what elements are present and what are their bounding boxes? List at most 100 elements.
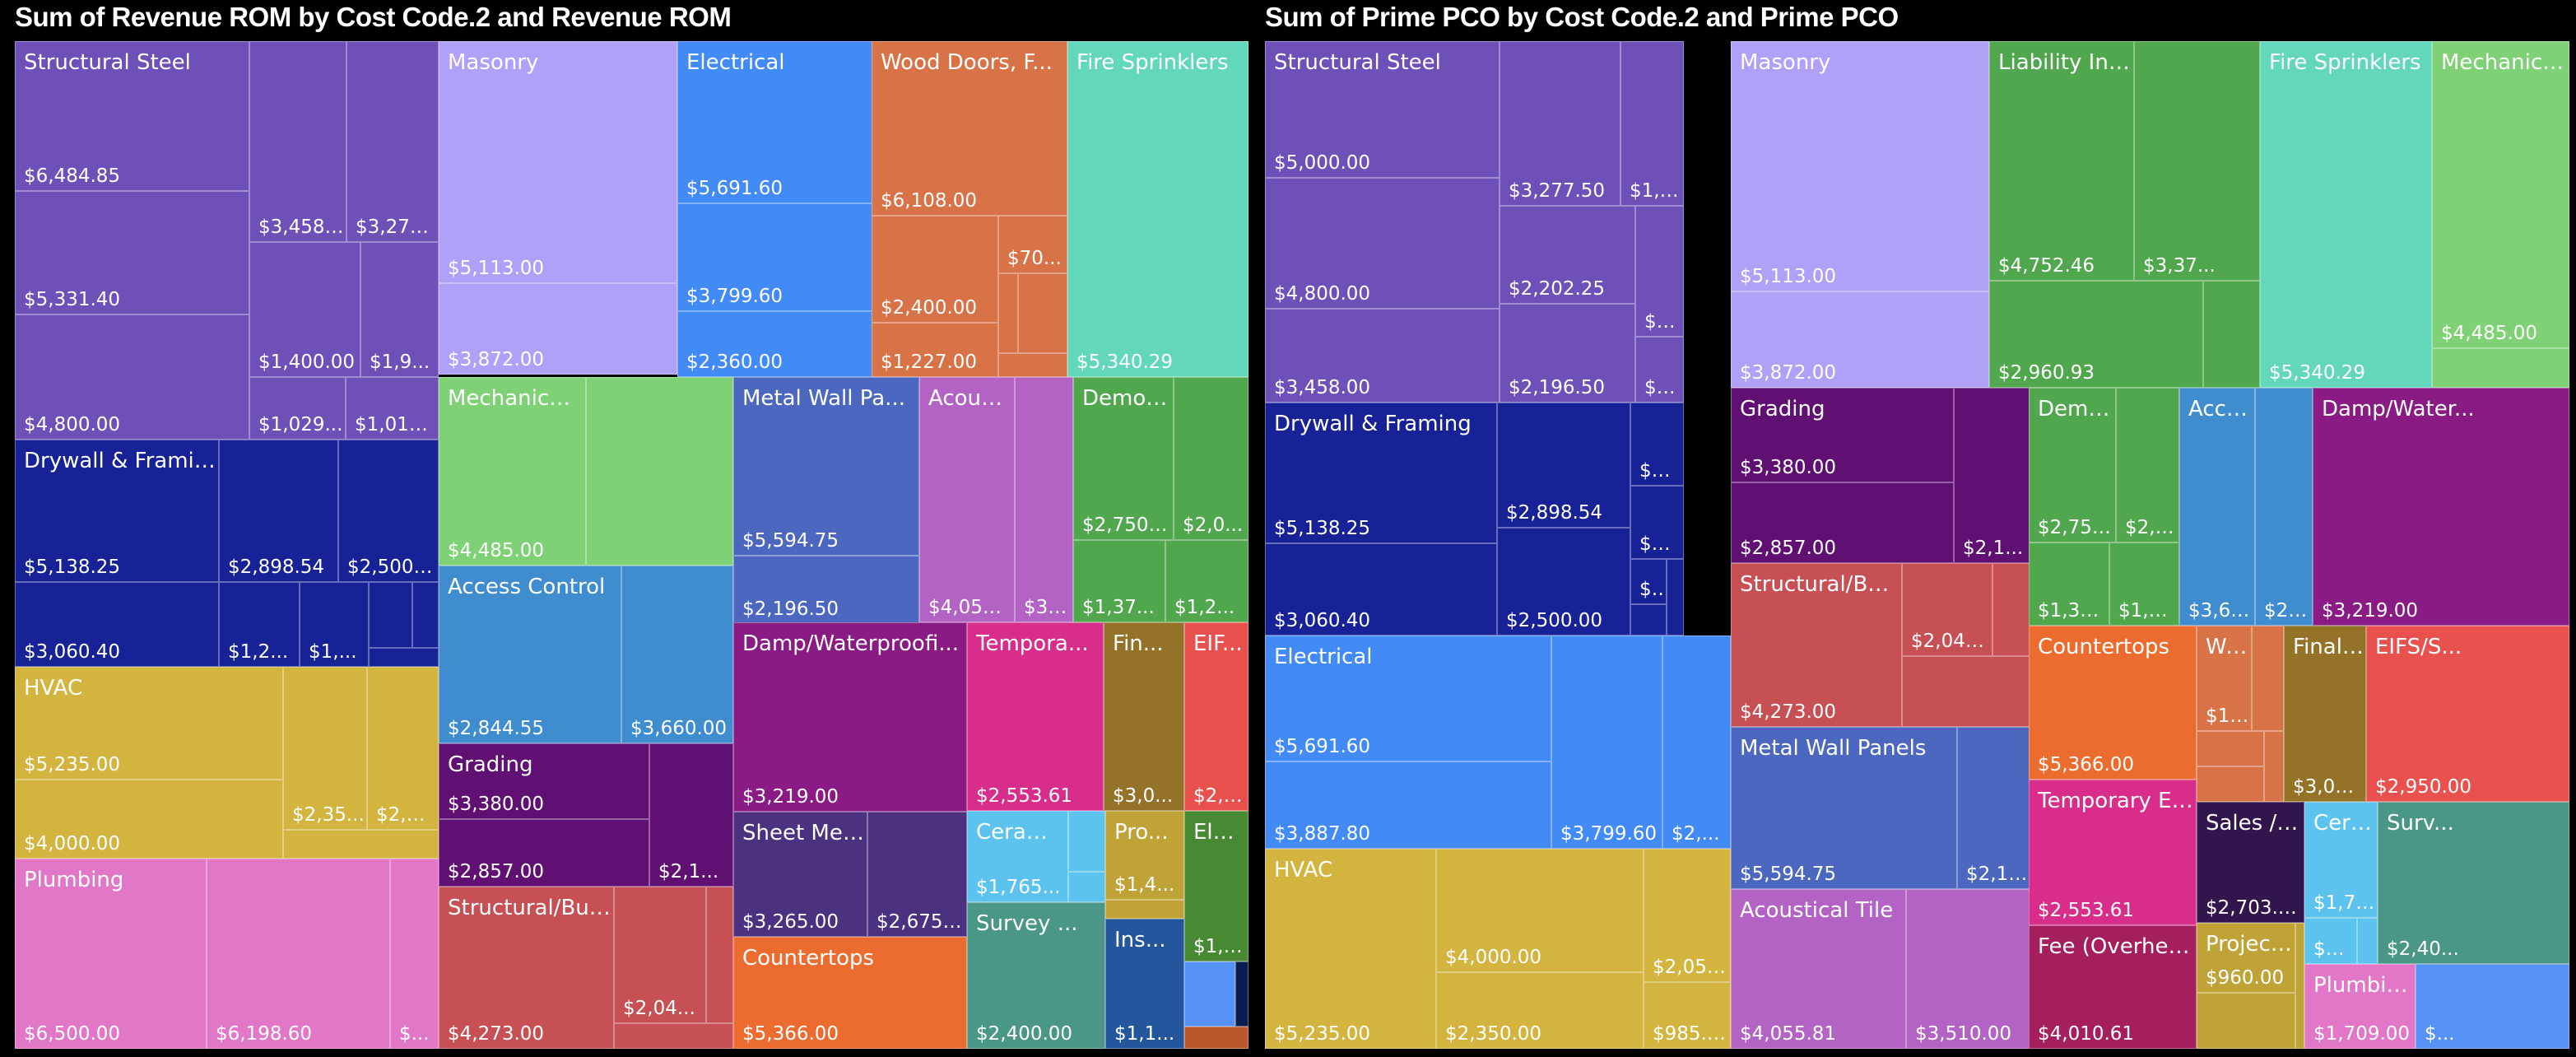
treemap-cell[interactable]: Demolition $2,750.00 [2029, 388, 2116, 542]
treemap-cell[interactable]: $3,5... [1015, 377, 1073, 622]
treemap-cell[interactable]: Surv... $2,40... [2378, 802, 2569, 964]
treemap-cell[interactable]: Structural/Building Concr... $4,273.00 [1731, 563, 1902, 727]
treemap-cell[interactable] [1068, 872, 1105, 902]
treemap-cell[interactable] [1235, 962, 1248, 1027]
treemap-cell[interactable]: $985.00 [1644, 982, 1731, 1049]
treemap-cell[interactable]: $2,350.00 [1436, 972, 1644, 1049]
treemap-cell[interactable]: Grading $3,380.00 [1731, 388, 1954, 482]
treemap-cell[interactable]: Final ... $3,000.00 [2284, 626, 2366, 802]
treemap-cell[interactable] [1184, 1027, 1248, 1049]
treemap-cell[interactable]: Sheet Metal Roofing $3,265.00 [733, 812, 867, 937]
treemap-cell[interactable] [369, 648, 439, 667]
treemap-cell[interactable]: $1,400.00 [1620, 41, 1684, 206]
treemap-cell[interactable]: $1,260... [1630, 403, 1684, 486]
treemap-cell[interactable]: Ele... $1,6... [1184, 811, 1248, 962]
treemap-cell[interactable]: $2,898.54 [219, 440, 338, 582]
treemap-cell[interactable]: $2,... [1662, 636, 1731, 849]
treemap-cell[interactable]: $2,35... [283, 667, 367, 830]
treemap-cell[interactable]: Plumbing $6,500.00 [15, 859, 207, 1049]
treemap-cell[interactable] [1105, 900, 1184, 919]
treemap-cell[interactable]: $1,918... [1635, 206, 1684, 337]
treemap-cell[interactable]: $2,857.00 [439, 819, 649, 887]
treemap-cell[interactable]: Metal Wall Panels $5,594.75 [1731, 727, 1957, 889]
treemap-cell[interactable] [2295, 923, 2304, 1049]
treemap-cell[interactable]: $1,20... [2109, 542, 2179, 626]
treemap-cell[interactable]: $2,857.00 [1731, 482, 1954, 563]
treemap-cell[interactable]: Liability Insurance $4,752.46 [1989, 41, 2134, 281]
treemap-cell[interactable] [1902, 656, 2032, 727]
treemap-cell[interactable]: $983.25 [1635, 337, 1684, 403]
treemap-cell[interactable]: Fire Sprinklers $5,340.29 [2260, 41, 2432, 388]
treemap-cell[interactable]: $4,800.00 [15, 314, 249, 440]
treemap-cell[interactable]: $2,00... [2116, 388, 2179, 542]
treemap-cell[interactable] [1018, 273, 1067, 353]
treemap-cell[interactable]: Mechanical C... $4,485.00 [2432, 41, 2569, 348]
treemap-cell[interactable]: $5,331.40 [15, 191, 249, 314]
treemap-cell[interactable] [2203, 281, 2260, 388]
treemap-cell[interactable]: $3,37... [2134, 41, 2260, 281]
treemap-cell[interactable]: $2,1... [1954, 388, 2032, 563]
treemap-cell[interactable]: $3,660.00 [621, 566, 733, 743]
treemap-cell[interactable]: $4,000.00 [15, 780, 283, 859]
treemap-cell[interactable]: $3,872.00 [1731, 291, 1989, 388]
treemap-cell[interactable] [2432, 348, 2569, 388]
treemap-cell[interactable]: $1,012... [346, 377, 439, 440]
treemap-cell[interactable]: $2,500.... [338, 440, 439, 582]
treemap-cell[interactable]: $1,094... [1630, 486, 1684, 559]
treemap-cell[interactable]: Plumbing $1,709.00 [2304, 964, 2416, 1049]
treemap-cell[interactable]: $1,2... [1165, 540, 1248, 622]
treemap-cell[interactable]: $2,675.00 [867, 812, 967, 937]
treemap-cell[interactable]: $2,202.25 [1500, 206, 1635, 304]
treemap-cell[interactable]: $2,04... [614, 887, 706, 1023]
treemap-cell[interactable] [2197, 731, 2264, 766]
treemap-cell[interactable]: $2,360.00 [677, 311, 872, 377]
treemap-cell[interactable]: $3,799.60 [677, 203, 872, 311]
treemap-cell[interactable]: $3,060.40 [15, 582, 219, 667]
treemap-cell[interactable]: $1,227.00 [872, 323, 998, 377]
treemap-cell[interactable]: Access Control $3,660.... [2179, 388, 2255, 626]
treemap-cell[interactable] [2264, 731, 2284, 802]
treemap-cell[interactable]: $3,458.... [249, 41, 346, 242]
treemap-cell[interactable]: $... [2416, 964, 2569, 1049]
treemap-cell[interactable] [412, 582, 439, 648]
treemap-cell[interactable]: $50... [1630, 559, 1667, 604]
treemap-cell[interactable] [1667, 559, 1684, 636]
treemap-cell[interactable]: Access Control $2,844.55 [439, 566, 621, 743]
treemap-cell[interactable]: $2,898.54 [1497, 403, 1630, 528]
treemap-cell[interactable]: Mechanical Controls $4,485.00 [439, 377, 586, 566]
treemap-cell[interactable]: HVAC $5,235.00 [15, 667, 283, 780]
treemap-cell[interactable] [283, 830, 439, 859]
treemap-cell[interactable]: $3,277... [346, 41, 439, 242]
treemap-cell[interactable]: Survey ... $2,400.00 [967, 902, 1105, 1049]
treemap-cell[interactable]: $1,... [300, 582, 369, 667]
treemap-cell[interactable]: Grading $3,380.00 [439, 743, 649, 819]
treemap-cell[interactable]: $1,029... [249, 377, 346, 440]
treemap-cell[interactable]: $3,060.40 [1265, 543, 1497, 636]
treemap-cell[interactable]: HVAC $5,235.00 [1265, 849, 1436, 1049]
treemap-cell[interactable]: Wood Doors, F... $6,108.00 [872, 41, 1067, 216]
treemap-cell[interactable]: Metal Wall Pa... $5,594.75 [733, 377, 919, 556]
treemap-cell[interactable]: Electrical $5,691.60 [1265, 636, 1551, 761]
treemap-cell[interactable]: Drywall & Framing $5,138.25 [1265, 403, 1497, 543]
treemap-cell[interactable]: Electrical $5,691.60 [677, 41, 872, 203]
treemap-cell[interactable]: $2,0... [367, 667, 439, 830]
treemap-cell[interactable]: $2,196.50 [733, 556, 919, 624]
treemap-cell[interactable]: $1,2... [219, 582, 300, 667]
treemap-cell[interactable]: $... [390, 859, 439, 1049]
treemap-cell[interactable]: Fire Sprinklers $5,340.29 [1067, 41, 1248, 377]
treemap-cell[interactable]: EIFS/S... $2,950.00 [2366, 626, 2569, 802]
treemap-cell[interactable]: Acoustical Tile $4,055.81 [1731, 889, 1906, 1049]
treemap-cell[interactable]: $3,887.80 [1265, 761, 1551, 849]
treemap-cell[interactable] [1184, 962, 1235, 1027]
treemap-cell[interactable]: Acoustical Tile $4,055... [919, 377, 1015, 622]
treemap-cell[interactable]: $2,500.00 [1497, 528, 1630, 636]
treemap-cell[interactable]: Pro... $1,4... [1105, 811, 1184, 900]
treemap-cell[interactable]: $1,400.00 [249, 242, 360, 377]
treemap-cell[interactable]: $4,800.00 [1265, 178, 1500, 309]
treemap-cell[interactable]: Drywall & Framing $5,138.25 [15, 440, 219, 582]
treemap-cell[interactable]: Ins... $1,1... [1105, 919, 1184, 1049]
treemap-cell[interactable]: Project M... $960.00 [2197, 923, 2295, 993]
treemap-cell[interactable]: EIF... $2,9... [1184, 622, 1248, 811]
treemap-cell[interactable]: Temporary Electric $2,553.61 [2029, 780, 2197, 925]
treemap-cell[interactable]: $2,1... [649, 743, 733, 887]
